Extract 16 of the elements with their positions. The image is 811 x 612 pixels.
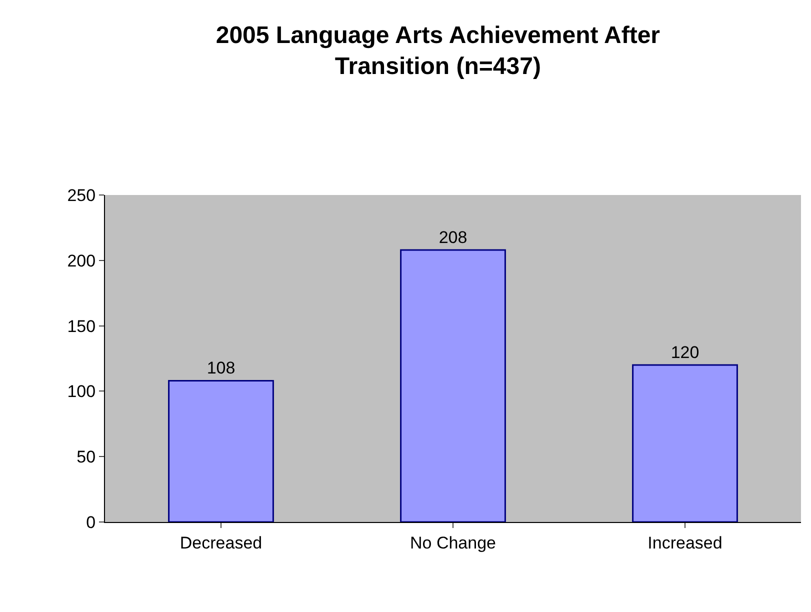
y-tick-label: 50 (76, 448, 96, 467)
data-label: 108 (206, 358, 236, 378)
y-tick-label: 200 (67, 251, 96, 270)
chart-title: 2005 Language Arts Achievement After Transition (n=437) (216, 22, 660, 80)
x-tick-label: No Change (410, 533, 496, 552)
data-label: 208 (438, 228, 468, 247)
x-tick-label: Increased (648, 533, 722, 552)
data-label: 120 (670, 343, 700, 362)
bar (400, 249, 506, 522)
y-tick-label: 150 (67, 316, 96, 336)
y-tick-label: 250 (67, 186, 96, 205)
y-tick-label: 100 (67, 382, 96, 402)
x-tick-label: Decreased (180, 533, 262, 552)
y-tick-label: 0 (86, 512, 96, 532)
bar (632, 364, 738, 522)
bar (168, 380, 274, 522)
